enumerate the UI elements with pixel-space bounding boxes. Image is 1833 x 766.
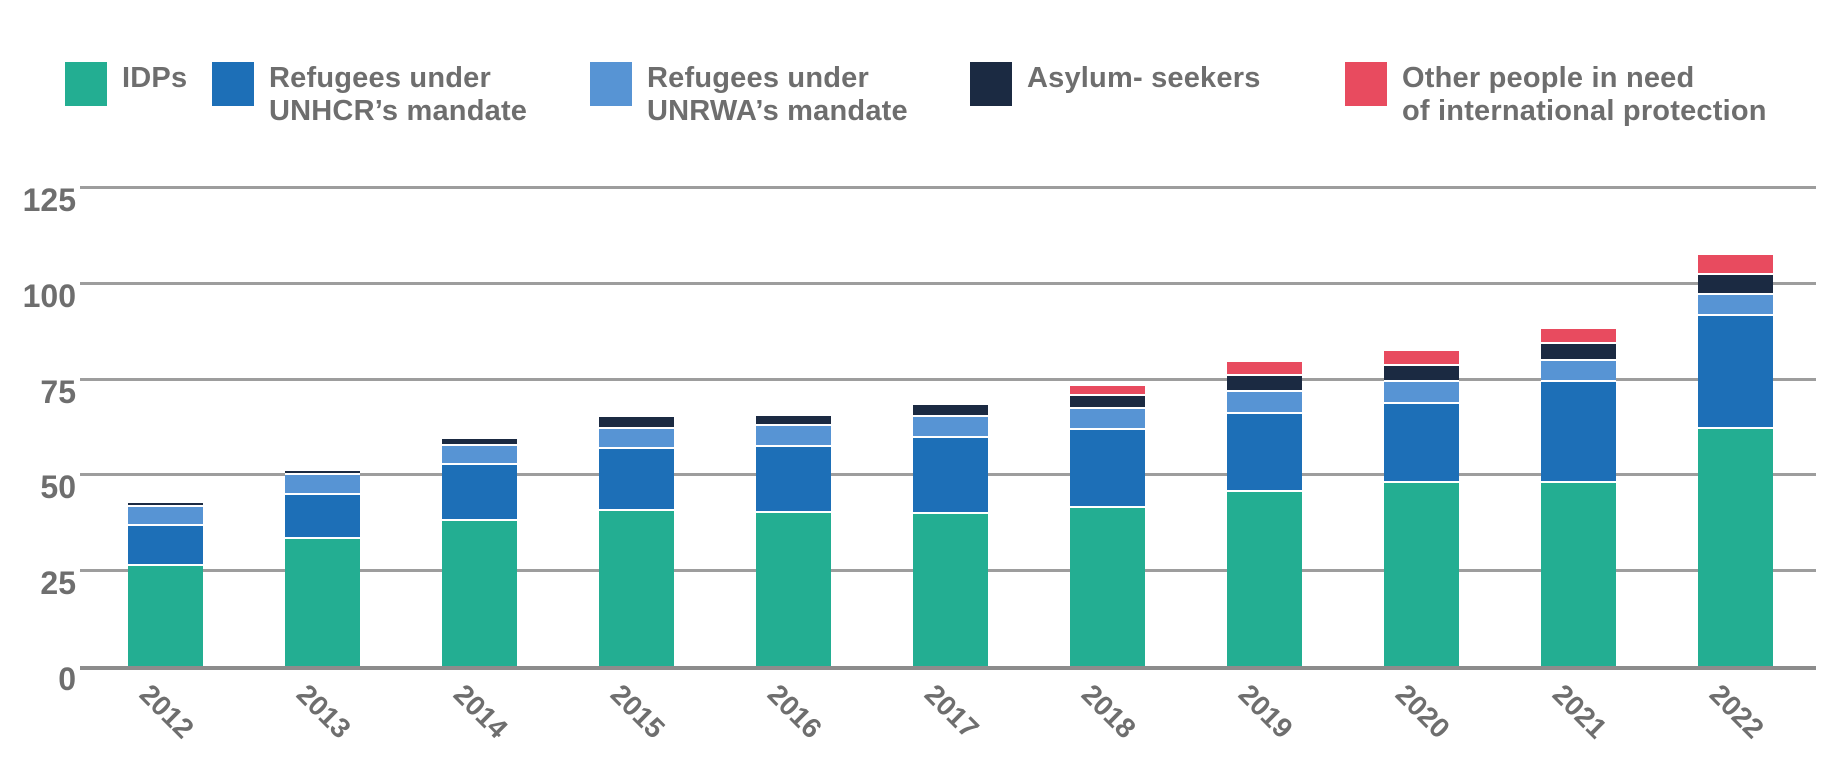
bar-segment xyxy=(1384,381,1459,404)
bar-segment xyxy=(599,448,674,511)
bar-2016 xyxy=(756,415,831,667)
bar-segment xyxy=(285,494,360,540)
x-tick-label: 2015 xyxy=(604,678,671,745)
bar-segment xyxy=(1227,392,1302,414)
bar-segment xyxy=(1070,430,1145,509)
bar-segment xyxy=(128,565,203,667)
bar-2020 xyxy=(1384,351,1459,667)
x-tick-label: 2022 xyxy=(1703,678,1770,745)
x-tick-label: 2014 xyxy=(447,678,514,745)
bar-segment xyxy=(1070,386,1145,396)
bar-segment xyxy=(1698,254,1773,276)
bar-segment xyxy=(1070,395,1145,410)
bar-segment xyxy=(1541,328,1616,344)
x-tick-label: 2019 xyxy=(1232,678,1299,745)
x-tick-label: 2017 xyxy=(918,678,985,745)
bar-segment xyxy=(1541,361,1616,382)
legend-label: Refugees under UNHCR’s mandate xyxy=(269,62,528,127)
bar-segment xyxy=(756,426,831,447)
legend-label: Other people in need of international pr… xyxy=(1402,62,1767,127)
bar-segment xyxy=(913,405,988,418)
bar-segment xyxy=(756,512,831,667)
y-tick-label: 25 xyxy=(40,565,76,602)
bar-segment xyxy=(756,415,831,427)
bar-segment xyxy=(913,437,988,515)
bar-segment xyxy=(1070,409,1145,431)
bar-segment xyxy=(1384,403,1459,484)
bar-segment xyxy=(1541,381,1616,484)
legend-swatch xyxy=(970,62,1012,106)
bar-segment xyxy=(599,429,674,449)
bar-segment xyxy=(1698,295,1773,317)
x-tick-label: 2021 xyxy=(1546,678,1613,745)
bar-2012 xyxy=(128,503,203,667)
bar-segment xyxy=(442,439,517,446)
bar-2017 xyxy=(913,405,988,667)
legend-swatch xyxy=(65,62,107,106)
legend-item: Refugees under UNHCR’s mandate xyxy=(212,62,527,128)
legend: IDPs Refugees under UNHCR’s mandate Refuge… xyxy=(0,0,1833,150)
bar-segment xyxy=(1698,275,1773,296)
bar-segment xyxy=(1227,362,1302,377)
y-tick-label: 125 xyxy=(22,182,76,218)
bar-2018 xyxy=(1070,386,1145,667)
y-tick-label: 100 xyxy=(22,277,76,314)
bar-segment xyxy=(599,416,674,430)
x-tick-label: 2012 xyxy=(133,678,200,745)
bar-2022 xyxy=(1698,254,1773,667)
gridline-75 xyxy=(80,377,1816,381)
bar-segment xyxy=(1227,413,1302,492)
bar-2015 xyxy=(599,416,674,667)
y-tick-label: 0 xyxy=(58,661,76,697)
legend-item: Asylum- seekers xyxy=(970,62,1261,106)
x-tick-label: 2020 xyxy=(1389,678,1456,745)
bar-segment xyxy=(1541,344,1616,362)
bar-segment xyxy=(1541,483,1616,667)
bar-segment xyxy=(1227,491,1302,667)
bar-segment xyxy=(756,446,831,513)
gridline-100 xyxy=(80,281,1816,285)
bar-2013 xyxy=(285,470,360,667)
legend-swatch xyxy=(212,62,254,106)
bar-segment xyxy=(128,525,203,566)
y-tick-label: 75 xyxy=(40,373,76,410)
legend-item: Other people in need of international pr… xyxy=(1345,62,1767,128)
bar-segment xyxy=(1384,366,1459,382)
bar-segment xyxy=(128,503,203,507)
legend-swatch xyxy=(1345,62,1387,106)
bar-segment xyxy=(1227,376,1302,393)
bar-segment xyxy=(442,520,517,667)
legend-swatch xyxy=(590,62,632,106)
bar-segment xyxy=(913,417,988,438)
gridline-125 xyxy=(80,186,1816,189)
legend-item: IDPs xyxy=(65,62,187,106)
bar-segment xyxy=(599,510,674,667)
bar-2014 xyxy=(442,439,517,667)
bar-segment xyxy=(1698,316,1773,430)
legend-label: Refugees under UNRWA’s mandate xyxy=(647,62,908,127)
bar-segment xyxy=(1384,351,1459,367)
legend-item: Refugees under UNRWA’s mandate xyxy=(590,62,908,128)
bar-segment xyxy=(1070,508,1145,667)
bar-segment xyxy=(1384,483,1459,667)
legend-label: Asylum- seekers xyxy=(1027,62,1261,94)
plot-area xyxy=(80,186,1816,670)
bar-segment xyxy=(285,539,360,667)
bar-segment xyxy=(128,506,203,526)
x-tick-label: 2018 xyxy=(1075,678,1142,745)
y-tick-label: 50 xyxy=(40,469,76,506)
bar-2019 xyxy=(1227,362,1302,667)
bar-segment xyxy=(442,445,517,466)
bar-segment xyxy=(913,514,988,667)
legend-label: IDPs xyxy=(122,62,188,94)
x-tick-label: 2016 xyxy=(761,678,828,745)
bar-segment xyxy=(1698,429,1773,667)
bar-2021 xyxy=(1541,328,1616,667)
bar-segment xyxy=(285,470,360,476)
gridline-0 xyxy=(80,666,1816,670)
bar-segment xyxy=(442,465,517,521)
bar-segment xyxy=(285,475,360,495)
x-tick-label: 2013 xyxy=(290,678,357,745)
